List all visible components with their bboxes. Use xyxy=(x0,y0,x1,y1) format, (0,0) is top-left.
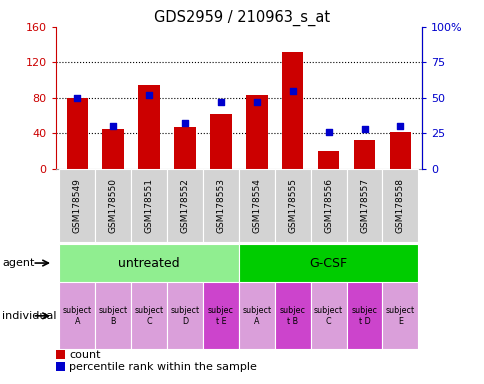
Bar xyxy=(353,140,375,169)
Bar xyxy=(59,169,95,242)
Bar xyxy=(274,282,310,349)
Bar xyxy=(95,169,131,242)
Text: subject
E: subject E xyxy=(385,306,414,326)
Point xyxy=(109,123,117,129)
Point xyxy=(396,123,404,129)
Text: GSM178553: GSM178553 xyxy=(216,178,225,233)
Text: GSM178554: GSM178554 xyxy=(252,178,261,233)
Text: untreated: untreated xyxy=(118,257,180,270)
Point xyxy=(216,99,224,105)
Text: GSM178558: GSM178558 xyxy=(395,178,404,233)
Bar xyxy=(166,169,202,242)
Point xyxy=(181,121,188,127)
Text: agent: agent xyxy=(2,258,35,268)
Point xyxy=(253,99,260,105)
Text: GDS2959 / 210963_s_at: GDS2959 / 210963_s_at xyxy=(154,10,330,26)
Bar xyxy=(59,244,239,282)
Text: GSM178555: GSM178555 xyxy=(287,178,297,233)
Bar xyxy=(281,52,303,169)
Bar xyxy=(202,169,238,242)
Text: subjec
t B: subjec t B xyxy=(279,306,305,326)
Text: GSM178552: GSM178552 xyxy=(180,178,189,233)
Bar xyxy=(131,169,166,242)
Text: subject
D: subject D xyxy=(170,306,199,326)
Text: GSM178549: GSM178549 xyxy=(73,178,82,233)
Bar xyxy=(382,169,418,242)
Bar xyxy=(346,169,382,242)
Bar xyxy=(95,282,131,349)
Text: count: count xyxy=(69,349,101,359)
Bar xyxy=(59,282,95,349)
Text: percentile rank within the sample: percentile rank within the sample xyxy=(69,362,257,372)
Bar xyxy=(66,98,88,169)
Bar xyxy=(174,127,196,169)
Bar xyxy=(210,114,231,169)
Bar xyxy=(238,244,418,282)
Text: subject
A: subject A xyxy=(62,306,91,326)
Point xyxy=(360,126,368,132)
Bar xyxy=(131,282,166,349)
Text: subjec
t D: subjec t D xyxy=(351,306,377,326)
Bar xyxy=(317,151,339,169)
Text: GSM178557: GSM178557 xyxy=(359,178,368,233)
Text: G-CSF: G-CSF xyxy=(309,257,347,270)
Point xyxy=(324,129,332,135)
Text: subject
A: subject A xyxy=(242,306,271,326)
Bar xyxy=(102,129,124,169)
Text: GSM178550: GSM178550 xyxy=(108,178,118,233)
Bar xyxy=(202,282,238,349)
Text: individual: individual xyxy=(2,311,57,321)
Text: subject
C: subject C xyxy=(134,306,163,326)
Bar xyxy=(238,169,274,242)
Bar xyxy=(245,95,267,169)
Point xyxy=(145,92,152,98)
Text: subject
B: subject B xyxy=(98,306,127,326)
Point xyxy=(288,88,296,94)
Bar xyxy=(389,132,410,169)
Bar xyxy=(310,169,346,242)
Bar xyxy=(382,282,418,349)
Bar xyxy=(274,169,310,242)
Bar xyxy=(346,282,382,349)
Bar xyxy=(138,84,160,169)
Bar xyxy=(166,282,202,349)
Bar xyxy=(238,282,274,349)
Point xyxy=(73,95,81,101)
Bar xyxy=(310,282,346,349)
Text: subject
C: subject C xyxy=(314,306,343,326)
Text: subjec
t E: subjec t E xyxy=(208,306,233,326)
Text: GSM178551: GSM178551 xyxy=(144,178,153,233)
Text: GSM178556: GSM178556 xyxy=(323,178,333,233)
